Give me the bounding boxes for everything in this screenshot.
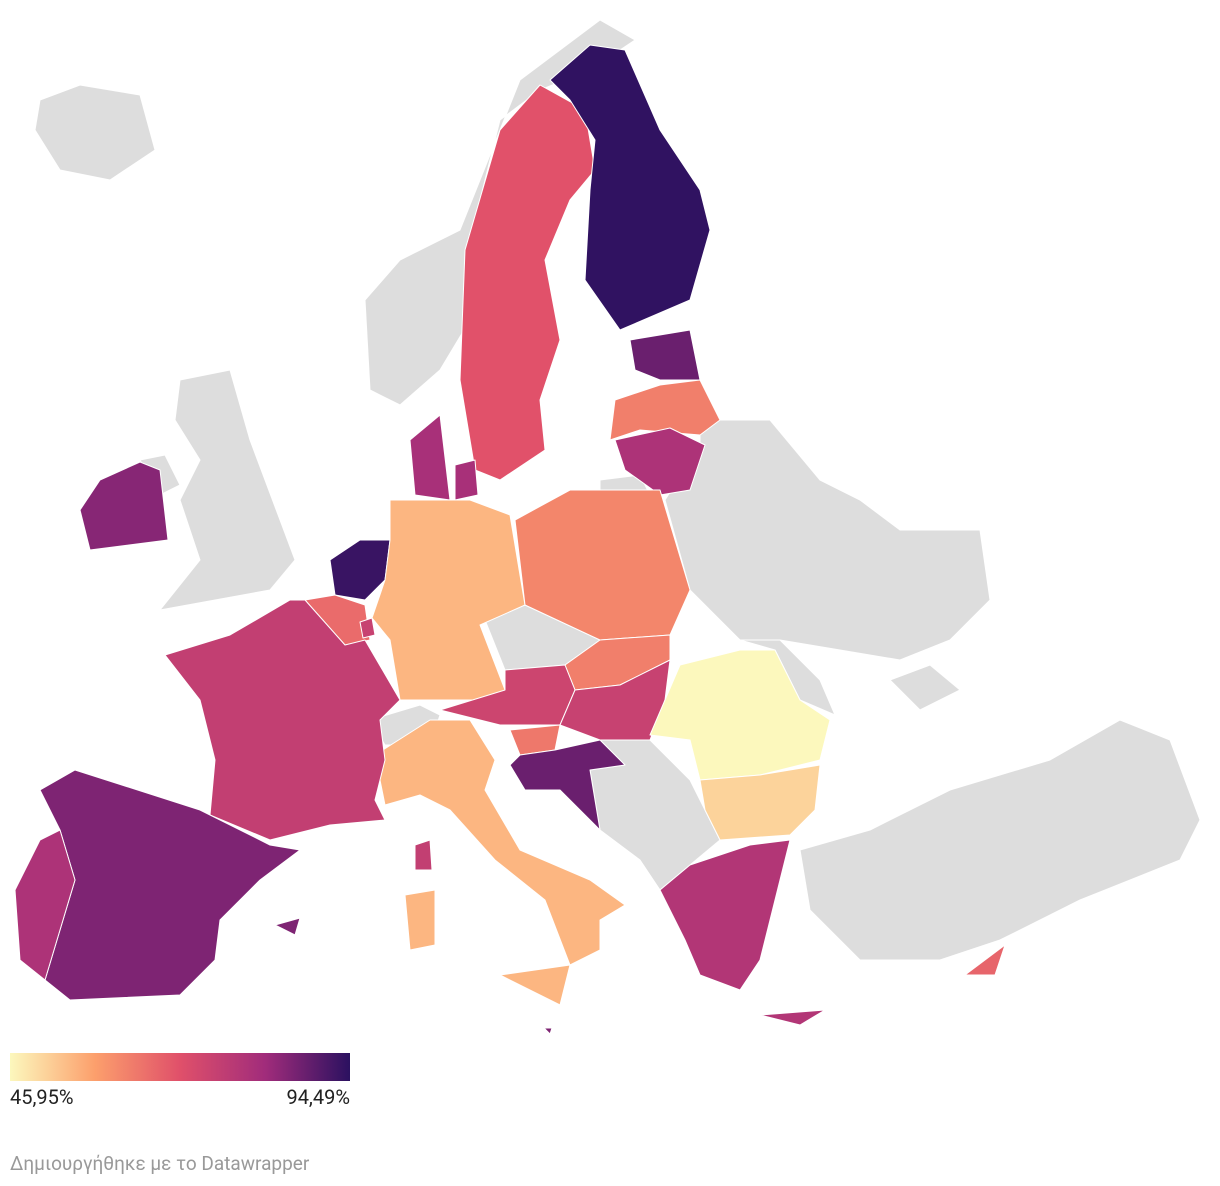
country <box>699 764 821 841</box>
country <box>164 599 401 841</box>
country <box>439 664 576 726</box>
country <box>454 459 479 501</box>
country <box>14 829 76 981</box>
no-data-layer <box>34 19 1201 961</box>
country <box>514 489 691 641</box>
country <box>649 649 831 781</box>
no-data-country <box>889 664 961 711</box>
no-data-country <box>799 719 1201 961</box>
legend-min: 45,95% <box>10 1085 74 1109</box>
country <box>409 414 451 501</box>
country <box>614 427 706 496</box>
country <box>404 889 436 951</box>
country <box>759 1009 826 1026</box>
legend-max: 94,49% <box>286 1085 350 1109</box>
data-layer <box>14 44 1006 1035</box>
country <box>359 617 376 639</box>
no-data-country <box>34 84 156 181</box>
legend-gradient <box>10 1053 350 1081</box>
no-data-country <box>159 369 296 611</box>
no-data-country <box>664 419 991 661</box>
country <box>659 839 791 991</box>
country <box>499 964 571 1006</box>
country <box>543 1027 553 1035</box>
country <box>629 329 701 381</box>
country <box>79 461 169 551</box>
country <box>414 839 433 871</box>
country <box>509 739 626 831</box>
country <box>274 917 301 936</box>
country <box>609 379 721 441</box>
country <box>371 499 526 701</box>
country <box>964 944 1006 976</box>
country <box>459 84 596 481</box>
footer: Δημιουργήθηκε με το Datawrapper <box>10 1152 310 1175</box>
country <box>374 719 626 966</box>
country <box>549 44 711 331</box>
